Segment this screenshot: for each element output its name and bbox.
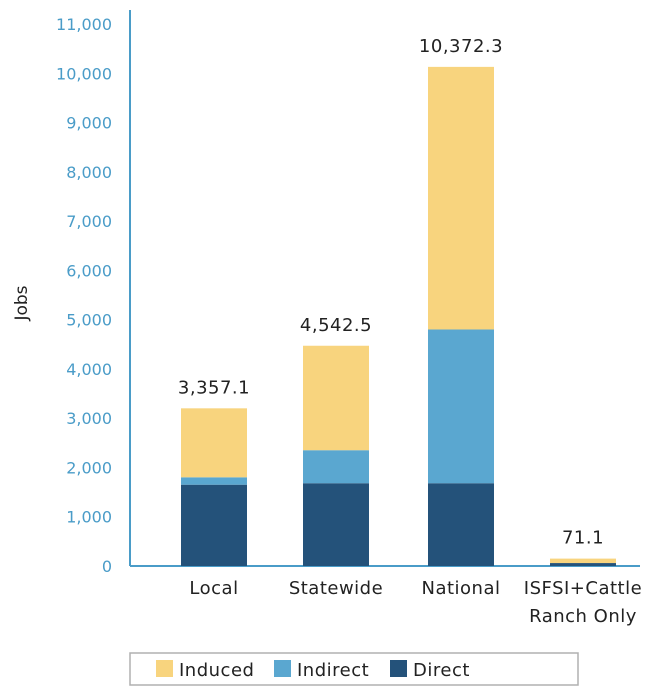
legend: Induced Indirect Direct <box>129 652 579 686</box>
legend-box <box>129 652 579 686</box>
bar-segment-induced <box>428 66 494 330</box>
y-tick-label: 1,000 <box>66 508 112 527</box>
y-tick-label: 4,000 <box>66 360 112 379</box>
bar-segment-induced <box>303 345 369 451</box>
bar-total-label: 4,542.5 <box>300 315 372 336</box>
x-category-label: ISFSI+Cattle <box>524 578 642 599</box>
bar-segment-direct <box>303 483 369 566</box>
x-axis-categories: Local Statewide National ISFSI+Cattle Ranch … <box>189 578 642 627</box>
y-tick-label: 2,000 <box>66 458 112 477</box>
bar-segment-direct <box>550 563 616 566</box>
bar-segment-induced <box>550 558 616 564</box>
bar-total-label: 10,372.3 <box>419 36 503 57</box>
bars <box>181 66 616 566</box>
bar-segment-direct <box>428 483 494 566</box>
y-tick-label: 9,000 <box>66 114 112 133</box>
y-tick-label: 5,000 <box>66 311 112 330</box>
legend-swatch-indirect <box>274 660 291 677</box>
legend-swatch-direct <box>390 660 407 677</box>
legend-label-induced: Induced <box>179 660 254 681</box>
bar-total-label: 71.1 <box>562 528 604 549</box>
legend-label-direct: Direct <box>413 660 470 681</box>
y-tick-label: 10,000 <box>56 64 112 83</box>
bar-segment-induced <box>181 408 247 478</box>
y-tick-label: 6,000 <box>66 261 112 280</box>
bar-totals: 3,357.1 4,542.5 10,372.3 71.1 <box>178 36 604 549</box>
y-axis-label: Jobs <box>12 285 32 321</box>
y-tick-label: 11,000 <box>56 15 112 34</box>
bar-segment-indirect <box>428 329 494 484</box>
x-category-label: Ranch Only <box>529 606 637 627</box>
bar-segment-direct <box>181 484 247 566</box>
y-tick-label: 0 <box>102 557 112 576</box>
bar-segment-indirect <box>181 477 247 485</box>
y-tick-label: 3,000 <box>66 409 112 428</box>
y-tick-label: 8,000 <box>66 163 112 182</box>
bar-segment-indirect <box>303 450 369 484</box>
legend-swatch-induced <box>156 660 173 677</box>
x-category-label: Statewide <box>289 578 383 599</box>
y-tick-label: 7,000 <box>66 212 112 231</box>
x-category-label: National <box>421 578 500 599</box>
bar-total-label: 3,357.1 <box>178 377 250 398</box>
x-category-label: Local <box>189 578 238 599</box>
legend-label-indirect: Indirect <box>297 660 369 681</box>
y-axis-ticks: 0 1,000 2,000 3,000 4,000 5,000 6,000 7,000 8,00… <box>56 15 112 576</box>
